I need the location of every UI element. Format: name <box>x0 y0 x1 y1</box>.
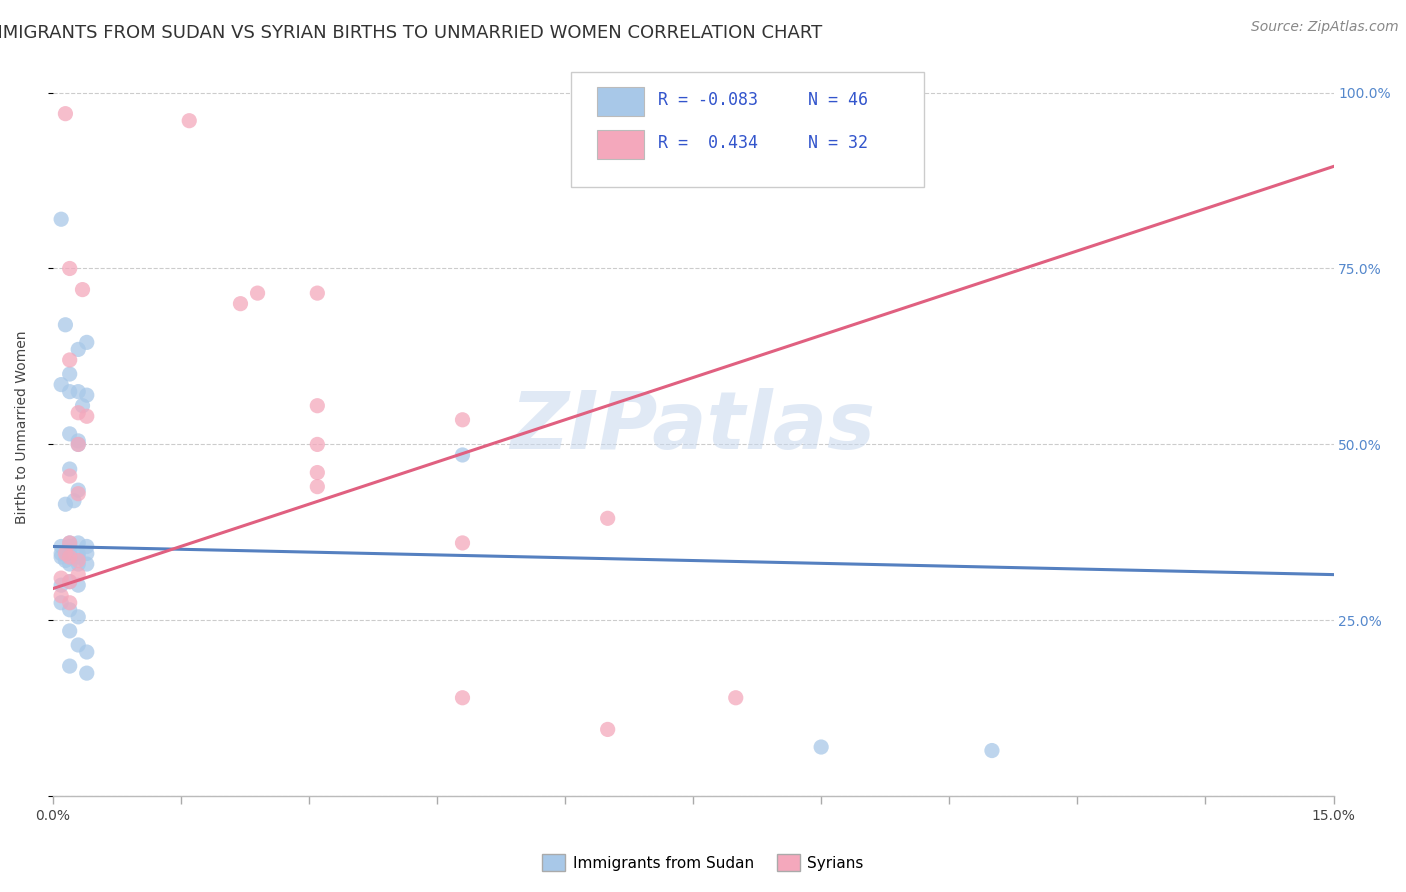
Point <box>59 384 82 399</box>
Point <box>49 571 72 585</box>
Point <box>76 645 98 659</box>
Point <box>307 286 329 301</box>
Point <box>451 536 474 550</box>
Point <box>67 343 90 357</box>
Point <box>76 388 98 402</box>
Point <box>59 603 82 617</box>
Point <box>67 638 90 652</box>
Point <box>246 286 269 301</box>
Point <box>596 511 619 525</box>
Point <box>67 406 90 420</box>
Legend: Immigrants from Sudan, Syrians: Immigrants from Sudan, Syrians <box>536 848 870 877</box>
Text: ZIPatlas: ZIPatlas <box>510 388 876 466</box>
Point <box>59 536 82 550</box>
Point <box>59 624 82 638</box>
Point <box>67 567 90 582</box>
Point <box>49 549 72 564</box>
Point <box>76 547 98 561</box>
Point <box>451 690 474 705</box>
Point <box>59 367 82 381</box>
FancyBboxPatch shape <box>571 72 924 186</box>
Point <box>307 466 329 480</box>
Point <box>67 553 90 567</box>
Point <box>59 547 82 561</box>
Point <box>67 384 90 399</box>
Point <box>724 690 747 705</box>
Point <box>67 547 90 561</box>
Text: N = 46: N = 46 <box>808 91 869 109</box>
Point <box>67 610 90 624</box>
Point <box>59 462 82 476</box>
Point <box>59 549 82 564</box>
Point <box>59 426 82 441</box>
Text: IMMIGRANTS FROM SUDAN VS SYRIAN BIRTHS TO UNMARRIED WOMEN CORRELATION CHART: IMMIGRANTS FROM SUDAN VS SYRIAN BIRTHS T… <box>0 24 823 42</box>
Point <box>179 113 201 128</box>
Point <box>451 413 474 427</box>
Point <box>67 557 90 571</box>
Point <box>49 377 72 392</box>
Y-axis label: Births to Unmarried Women: Births to Unmarried Women <box>15 330 30 524</box>
Point <box>55 547 77 561</box>
Text: R =  0.434: R = 0.434 <box>658 134 758 152</box>
Point <box>810 739 832 754</box>
Point <box>59 353 82 368</box>
Text: R = -0.083: R = -0.083 <box>658 91 758 109</box>
Point <box>59 596 82 610</box>
Point <box>55 318 77 332</box>
Point <box>307 480 329 494</box>
Text: Source: ZipAtlas.com: Source: ZipAtlas.com <box>1251 20 1399 34</box>
Point <box>59 469 82 483</box>
Point <box>59 536 82 550</box>
Point <box>229 296 252 310</box>
FancyBboxPatch shape <box>598 129 644 160</box>
Point <box>49 212 72 227</box>
Point <box>49 589 72 603</box>
Point <box>67 578 90 592</box>
Point <box>59 557 82 571</box>
Point <box>49 596 72 610</box>
Point <box>67 536 90 550</box>
Point <box>59 574 82 589</box>
Point <box>76 409 98 424</box>
Point <box>55 497 77 511</box>
Point <box>67 437 90 451</box>
Point <box>59 540 82 554</box>
Point <box>67 483 90 498</box>
Point <box>67 434 90 448</box>
Point <box>63 493 86 508</box>
Point <box>49 547 72 561</box>
Point <box>67 549 90 564</box>
Point <box>55 553 77 567</box>
Point <box>67 486 90 500</box>
Text: N = 32: N = 32 <box>808 134 869 152</box>
Point <box>67 437 90 451</box>
Point <box>59 574 82 589</box>
Point <box>76 540 98 554</box>
Point <box>72 283 94 297</box>
Point <box>596 723 619 737</box>
Point <box>49 578 72 592</box>
Point <box>59 261 82 276</box>
FancyBboxPatch shape <box>598 87 644 117</box>
Point <box>981 743 1004 757</box>
Point <box>76 557 98 571</box>
Point <box>76 335 98 350</box>
Point <box>307 399 329 413</box>
Point <box>49 540 72 554</box>
Point <box>55 106 77 120</box>
Point <box>76 666 98 681</box>
Point <box>307 437 329 451</box>
Point <box>59 659 82 673</box>
Point <box>451 448 474 462</box>
Point <box>72 399 94 413</box>
